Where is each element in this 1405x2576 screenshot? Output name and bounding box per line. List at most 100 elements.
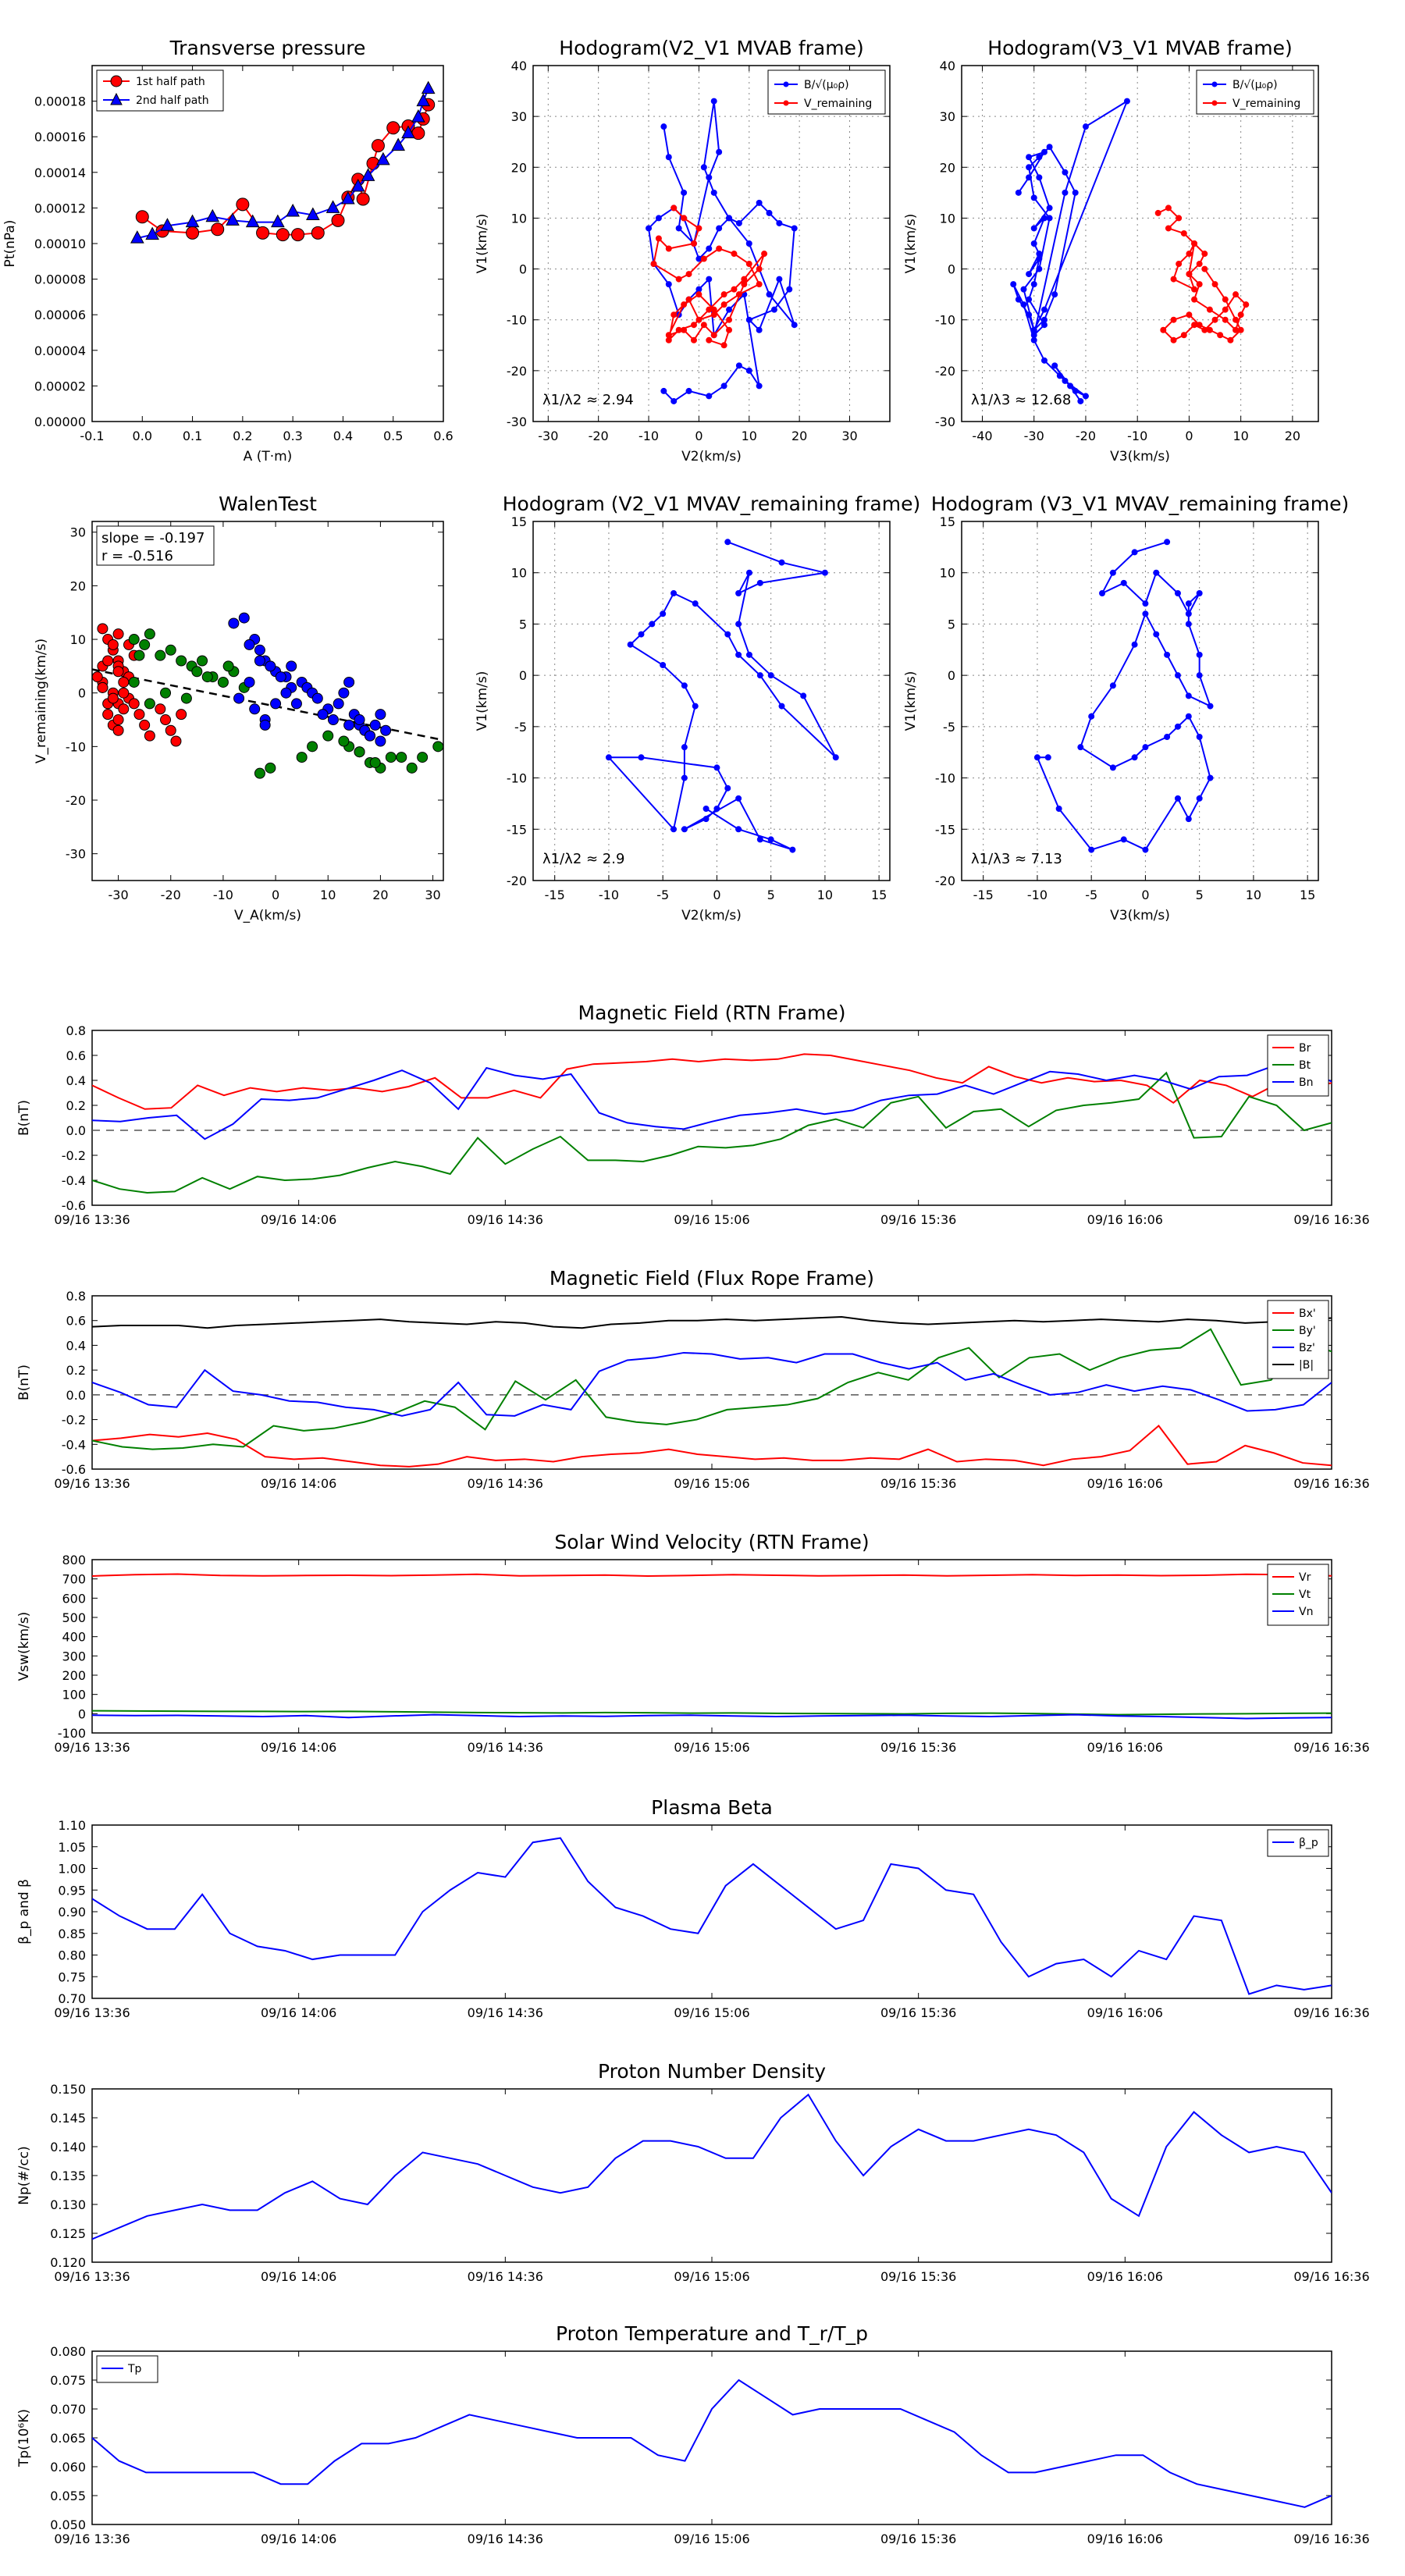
data-point [238, 612, 250, 624]
data-point [1196, 590, 1203, 596]
data-point [690, 336, 697, 343]
legend-label: Vt [1299, 1589, 1311, 1601]
x-tick-label: 20 [372, 888, 388, 902]
y-axis-label: V1(km/s) [475, 671, 490, 731]
legend-label: |B| [1299, 1359, 1314, 1372]
series-V [650, 205, 768, 349]
data-point [1040, 306, 1048, 313]
x-tick-label: 0.4 [333, 429, 353, 443]
x-tick-label: 09/16 13:36 [54, 1740, 130, 1755]
data-point [726, 306, 733, 313]
data-point [160, 218, 175, 231]
data-point [1099, 590, 1106, 596]
series-line-By' [92, 1328, 1332, 1450]
data-point [338, 687, 350, 699]
y-tick-label: -10 [507, 771, 527, 786]
data-point [1186, 251, 1193, 258]
data-point [1196, 281, 1203, 288]
y-tick-label: 0.95 [58, 1883, 86, 1898]
data-point [650, 261, 657, 268]
y-tick-label: 20 [70, 578, 86, 593]
x-tick-label: 0 [713, 888, 720, 902]
legend-marker [110, 92, 123, 105]
data-point [1164, 651, 1171, 658]
data-point [700, 164, 707, 171]
data-point [1077, 397, 1084, 404]
data-point [92, 671, 103, 683]
y-tick-label: 0.060 [50, 2460, 86, 2475]
data-point [1196, 322, 1203, 329]
data-point [710, 311, 717, 318]
data-point [690, 240, 697, 247]
y-tick-label: 0.130 [50, 2197, 86, 2212]
y-tick-label: 0.00000 [34, 415, 86, 429]
data-point [800, 692, 807, 699]
data-point [1201, 265, 1208, 272]
data-point [713, 806, 720, 812]
data-point [385, 752, 397, 763]
data-point [660, 387, 667, 394]
x-tick-label: 0.0 [133, 429, 152, 443]
plot-frame [532, 65, 891, 422]
data-point [766, 209, 773, 216]
chart-title: Magnetic Field (Flux Rope Frame) [550, 1267, 874, 1290]
data-point [155, 703, 166, 715]
x-tick-label: 0.3 [283, 429, 302, 443]
x-tick-label: 20 [791, 429, 807, 443]
x-tick-label: -15 [545, 888, 565, 902]
y-axis-label: Tp(10⁶K) [16, 2409, 32, 2467]
data-point [1174, 723, 1181, 730]
data-point [741, 276, 748, 283]
data-point [1164, 734, 1171, 740]
data-point [660, 123, 667, 130]
series-green [128, 628, 443, 779]
data-point [354, 714, 365, 726]
data-point [128, 676, 140, 688]
data-point [745, 569, 752, 576]
y-tick-label: 0.6 [66, 1314, 86, 1329]
legend-marker [1211, 100, 1218, 106]
x-tick-label: 15 [871, 888, 887, 902]
data-point [724, 785, 731, 792]
data-point [338, 735, 350, 747]
plot-frame [91, 1824, 1332, 1999]
y-tick-label: 0.075 [50, 2373, 86, 2388]
data-point [756, 199, 763, 206]
y-axis-label: B(nT) [16, 1364, 32, 1400]
data-point [186, 226, 200, 240]
series-line-Bt [92, 1071, 1332, 1194]
y-tick-label: 10 [511, 211, 527, 226]
data-point [280, 687, 292, 699]
x-tick-label: -10 [213, 888, 233, 902]
data-point [133, 709, 145, 720]
data-point [720, 291, 727, 298]
y-axis-label: Vsw(km/s) [16, 1612, 32, 1681]
y-tick-label: 0.2 [66, 1363, 86, 1378]
x-tick-label: 09/16 14:36 [468, 2532, 543, 2546]
x-tick-label: -10 [638, 429, 659, 443]
plot-frame [91, 65, 444, 422]
data-point [236, 197, 250, 212]
data-point [130, 230, 144, 244]
data-point [1062, 377, 1069, 384]
data-point [350, 178, 365, 192]
chart-title: Hodogram(V3_V1 MVAB frame) [987, 37, 1292, 59]
data-point [1082, 393, 1089, 400]
x-tick-label: 09/16 16:36 [1293, 1212, 1369, 1227]
legend-marker [783, 100, 789, 106]
data-point [1026, 271, 1033, 278]
x-tick-label: 09/16 15:36 [880, 1740, 956, 1755]
data-point [144, 628, 155, 640]
series-B [1010, 98, 1130, 404]
data-point [776, 219, 783, 226]
x-tick-label: 09/16 15:06 [674, 2532, 749, 2546]
data-point [118, 687, 130, 699]
data-point [1211, 316, 1218, 323]
y-tick-label: 0.85 [58, 1927, 86, 1941]
data-point [745, 261, 752, 268]
data-point [176, 709, 187, 720]
data-point [726, 326, 733, 333]
series-line-Vn [92, 1713, 1332, 1720]
data-point [1174, 795, 1181, 802]
y-tick-label: 400 [62, 1630, 86, 1645]
